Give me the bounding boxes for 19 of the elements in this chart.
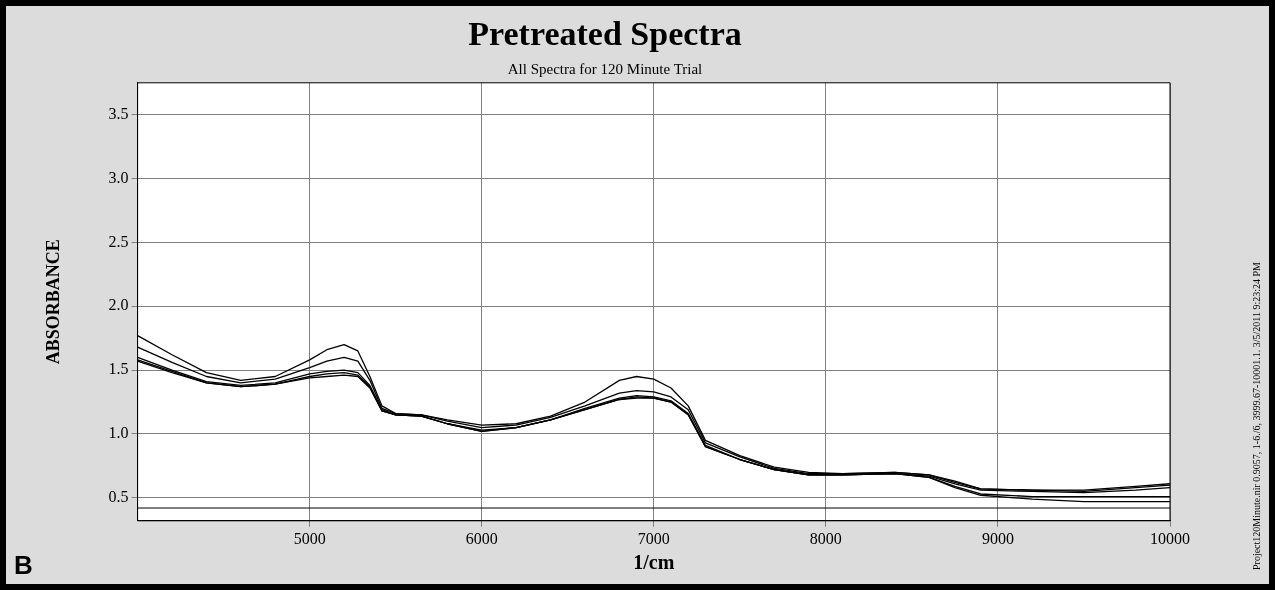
y-tick-label: 3.0 (108, 168, 129, 186)
chart-subtitle: All Spectra for 120 Minute Trial (507, 60, 703, 77)
x-tick-label: 7000 (637, 529, 670, 547)
y-tick-label: 0.5 (108, 488, 129, 506)
y-tick-label: 1.0 (108, 424, 129, 442)
text: Project120Minute.nir 0.9057, 1-6./6, 3999.67-10001.1. 3/5/2011 9:23:24 PM (1250, 261, 1262, 570)
x-axis-title: 1/cm (633, 551, 675, 574)
y-tick-label: 3.5 (108, 104, 129, 122)
x-tick-label: 5000 (293, 529, 326, 547)
x-tick-label: 8000 (809, 529, 842, 547)
x-tick-label: 10000 (1150, 529, 1190, 547)
x-tick-label: 6000 (465, 529, 498, 547)
x-tick-label: 9000 (981, 529, 1014, 547)
y-tick-label: 2.0 (108, 296, 129, 314)
chart-title: Pretreated Spectra (468, 15, 742, 53)
y-tick-label: 1.5 (108, 360, 129, 378)
y-tick-label: 2.5 (108, 232, 129, 250)
text: B (14, 550, 33, 581)
y-axis-title: ABSORBANCE (43, 239, 64, 365)
